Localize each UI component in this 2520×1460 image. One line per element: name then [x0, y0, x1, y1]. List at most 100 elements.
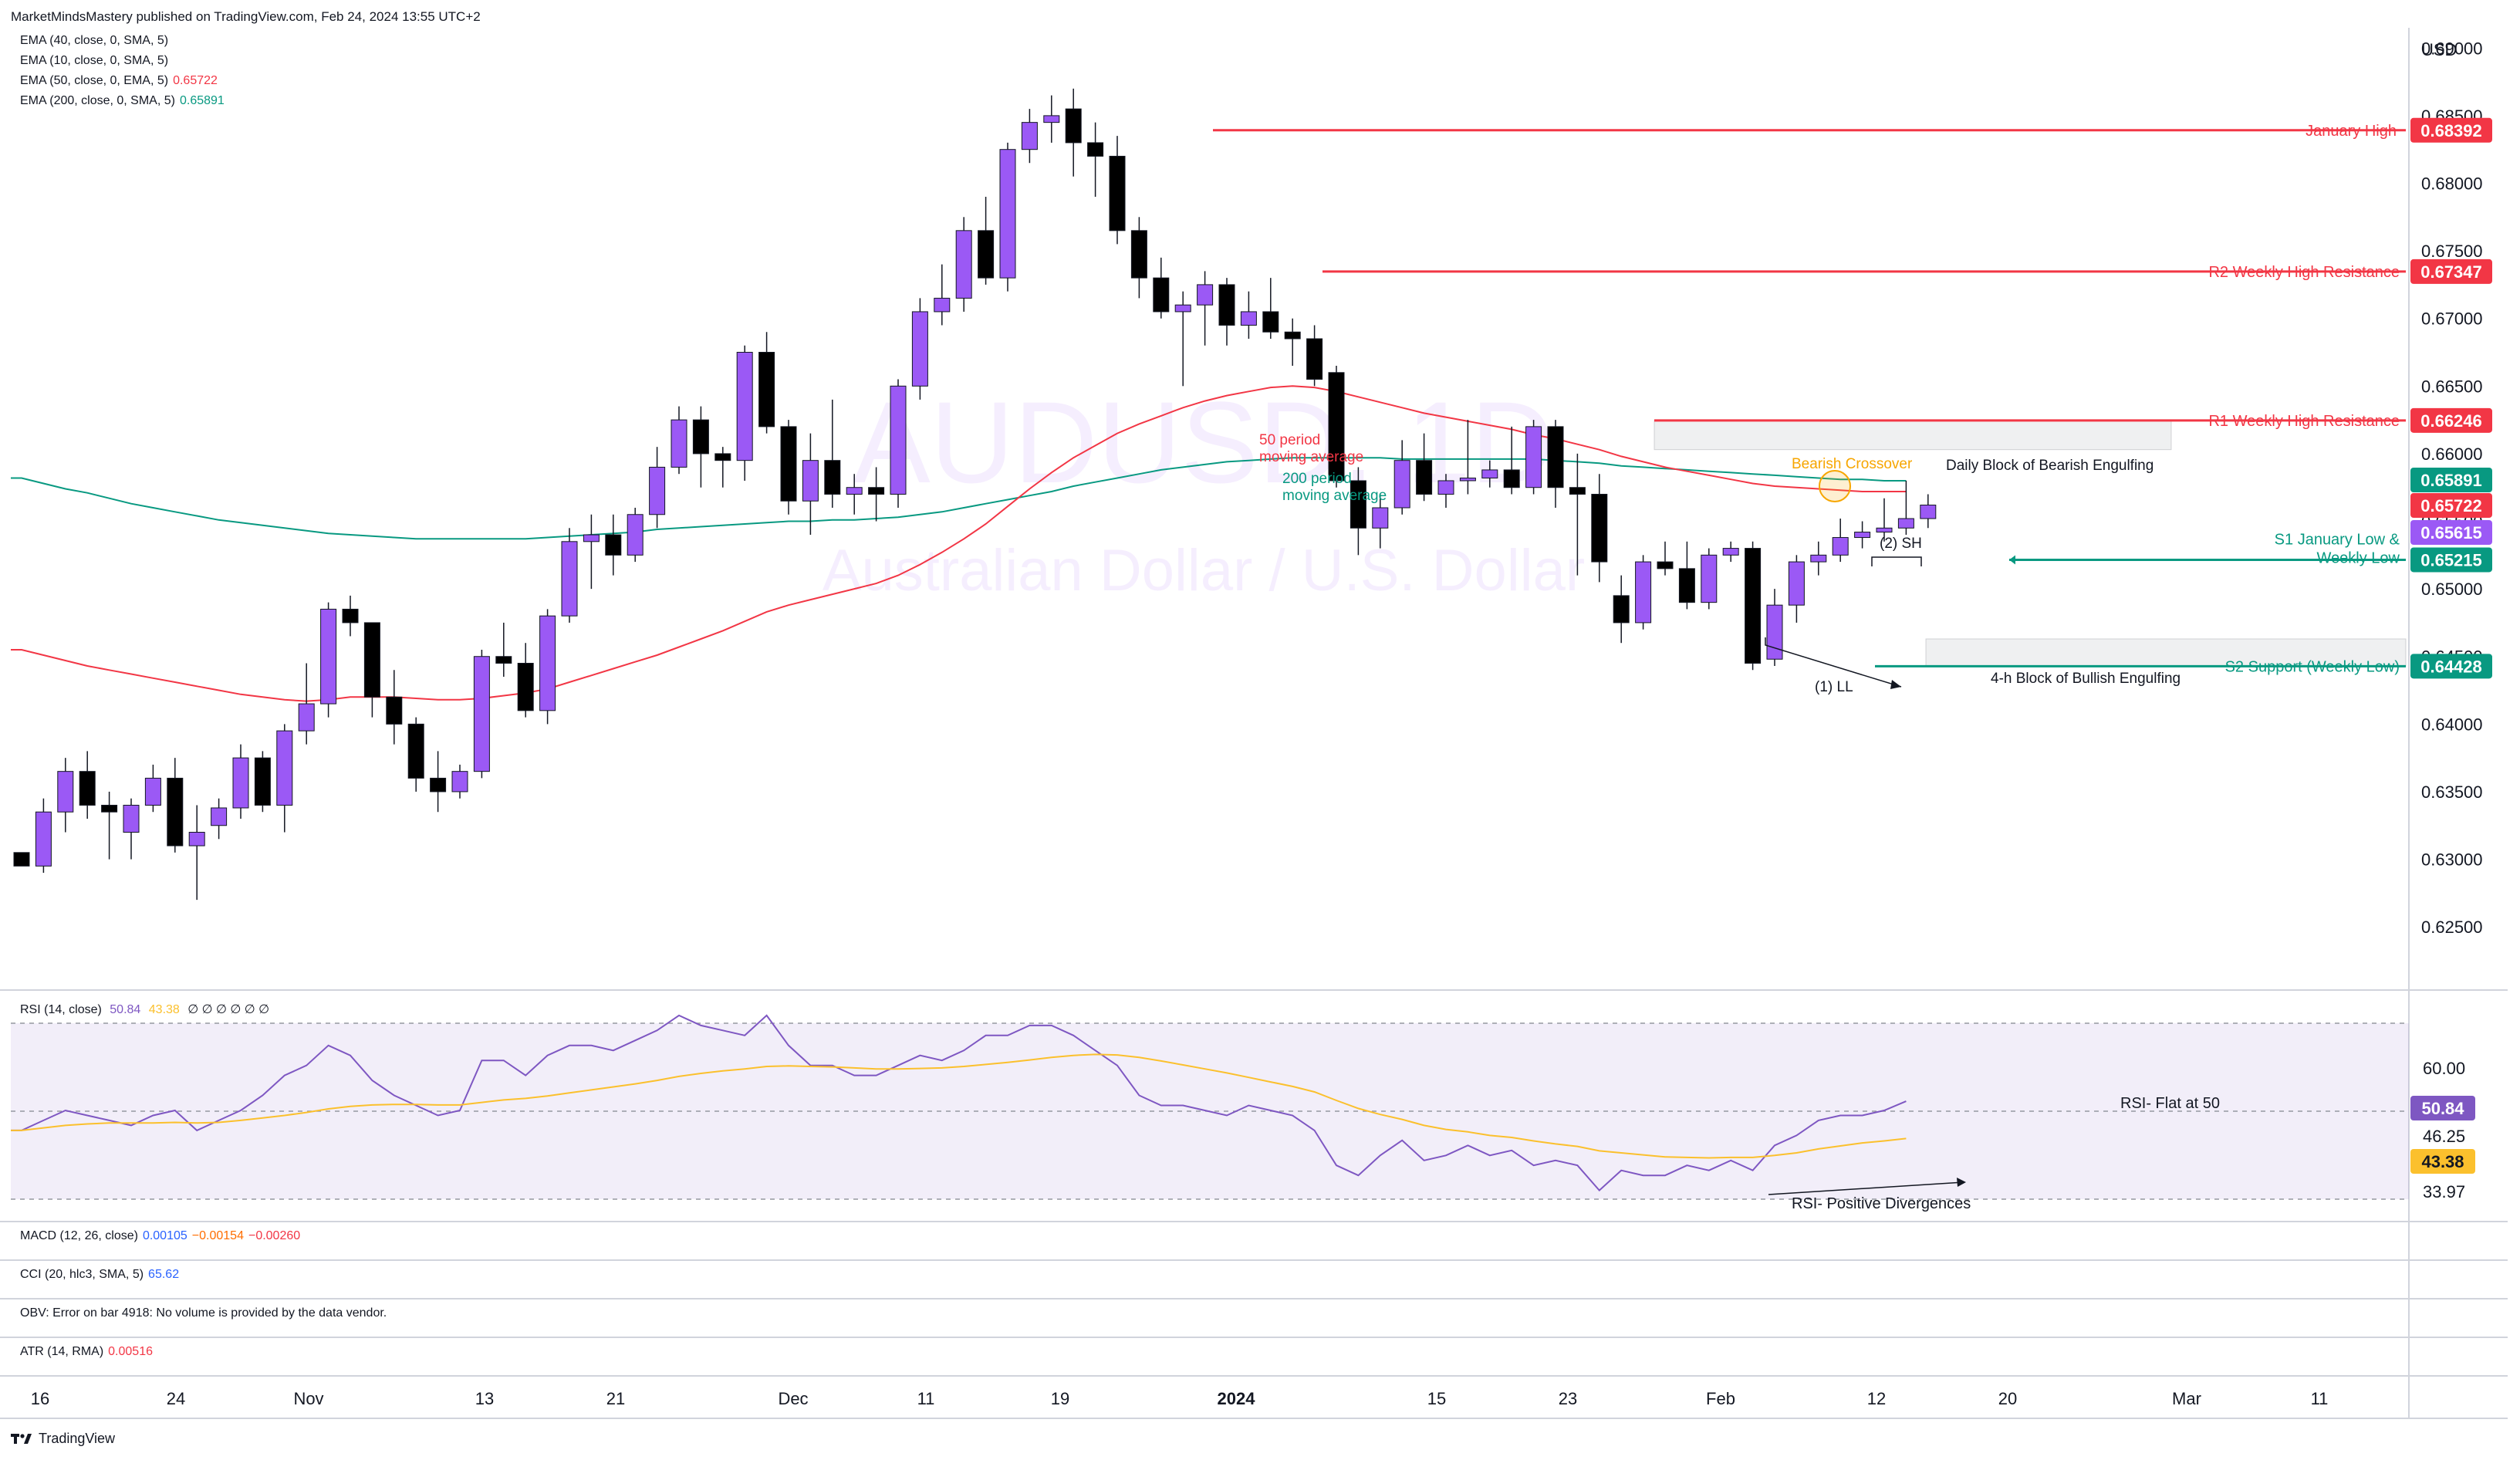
candle[interactable]	[1854, 521, 1871, 549]
candle[interactable]	[1525, 420, 1542, 495]
candle[interactable]	[1416, 433, 1433, 502]
candle[interactable]	[123, 798, 140, 860]
candle[interactable]	[1657, 541, 1674, 576]
indicator-legend-row[interactable]: EMA (50, close, 0, EMA, 5) 0.65722	[20, 74, 218, 88]
candle[interactable]	[101, 791, 118, 860]
candle[interactable]	[451, 764, 468, 799]
tradingview-footer[interactable]: TradingView	[11, 1431, 115, 1447]
candle[interactable]	[144, 764, 161, 813]
candle[interactable]	[802, 433, 819, 536]
candle[interactable]	[407, 717, 424, 792]
candle[interactable]	[978, 197, 995, 285]
candle[interactable]	[35, 798, 52, 874]
candle[interactable]	[1043, 95, 1060, 143]
candle[interactable]	[1481, 460, 1498, 488]
candle[interactable]	[1437, 474, 1454, 508]
candle[interactable]	[1745, 541, 1762, 671]
candle[interactable]	[868, 467, 885, 522]
candle[interactable]	[846, 474, 863, 515]
candle[interactable]	[1547, 420, 1564, 508]
candle[interactable]	[1678, 541, 1695, 610]
indicator-pane-label[interactable]: CCI (20, hlc3, SMA, 5) 65.62	[20, 1268, 179, 1282]
candle[interactable]	[363, 622, 380, 718]
candle[interactable]	[1591, 474, 1608, 583]
indicator-pane-label[interactable]: OBV: Error on bar 4918: No volume is pro…	[20, 1306, 387, 1320]
candle[interactable]	[1635, 555, 1652, 630]
candle[interactable]	[1569, 453, 1586, 576]
candle[interactable]	[1130, 217, 1147, 299]
candle[interactable]	[1920, 494, 1937, 529]
candle[interactable]	[276, 724, 293, 833]
candle[interactable]	[1372, 494, 1389, 549]
level-support[interactable]: S2 Support (Weekly Low) 0.64428	[1875, 654, 2492, 679]
candle[interactable]	[671, 406, 687, 475]
candle[interactable]	[999, 142, 1016, 292]
level-support[interactable]: S1 January Low &Weekly Low 0.65215	[2009, 531, 2492, 573]
candle[interactable]	[1503, 426, 1520, 495]
candle[interactable]	[758, 332, 775, 434]
candle[interactable]	[583, 514, 600, 590]
candle[interactable]	[1832, 519, 1849, 563]
candle[interactable]	[955, 217, 972, 312]
candle[interactable]	[1810, 541, 1827, 576]
candle[interactable]	[1218, 278, 1235, 346]
candle[interactable]	[627, 508, 644, 563]
indicator-pane-label[interactable]: ATR (14, RMA) 0.00516	[20, 1345, 153, 1359]
candle[interactable]	[1788, 555, 1805, 623]
candle[interactable]	[1350, 467, 1366, 556]
candle[interactable]	[649, 447, 666, 529]
candle[interactable]	[1897, 480, 1914, 536]
candle[interactable]	[911, 298, 928, 400]
level-resistance[interactable]: January High 0.68392	[1213, 117, 2492, 143]
indicator-legend-row[interactable]: EMA (200, close, 0, SMA, 5) 0.65891	[20, 94, 225, 108]
candle[interactable]	[254, 751, 271, 813]
candle[interactable]	[386, 670, 403, 745]
candle[interactable]	[13, 852, 30, 880]
candle[interactable]	[692, 406, 709, 488]
candle[interactable]	[780, 420, 797, 515]
candle[interactable]	[714, 447, 731, 488]
candle[interactable]	[1306, 325, 1323, 387]
candle[interactable]	[1087, 122, 1104, 198]
candle[interactable]	[1613, 575, 1630, 644]
candle[interactable]	[1328, 366, 1345, 488]
candle[interactable]	[473, 649, 490, 779]
candle[interactable]	[1174, 291, 1191, 387]
candle[interactable]	[1701, 548, 1718, 610]
level-resistance[interactable]: R2 Weekly High Resistance 0.67347	[1322, 259, 2492, 284]
candle[interactable]	[1459, 420, 1476, 495]
candle[interactable]	[495, 622, 512, 678]
candle[interactable]	[934, 264, 951, 326]
candle[interactable]	[605, 514, 622, 576]
indicator-legend-row[interactable]: EMA (10, close, 0, SMA, 5)	[20, 54, 168, 68]
candle[interactable]	[890, 379, 907, 508]
candle[interactable]	[1766, 589, 1783, 666]
candle[interactable]	[342, 595, 359, 637]
indicator-pane-label[interactable]: MACD (12, 26, close) 0.00105 −0.00154 −0.00…	[20, 1229, 300, 1243]
candle[interactable]	[1393, 440, 1410, 515]
candle[interactable]	[1197, 271, 1214, 346]
candle[interactable]	[211, 798, 228, 840]
candle[interactable]	[298, 663, 315, 745]
candle[interactable]	[79, 751, 96, 819]
candle[interactable]	[736, 345, 753, 481]
candle[interactable]	[232, 744, 249, 819]
candle[interactable]	[1240, 291, 1257, 339]
candle[interactable]	[824, 399, 841, 508]
candle[interactable]	[561, 528, 578, 623]
candle[interactable]	[430, 751, 447, 813]
candle[interactable]	[1876, 498, 1893, 542]
candle[interactable]	[57, 758, 74, 833]
candle[interactable]	[188, 805, 205, 901]
level-resistance[interactable]: R1 Weekly High Resistance 0.66246	[1654, 407, 2492, 433]
candle[interactable]	[1262, 278, 1279, 339]
candle[interactable]	[517, 643, 534, 718]
indicator-legend-row[interactable]: EMA (40, close, 0, SMA, 5)	[20, 34, 168, 48]
candle[interactable]	[1109, 136, 1126, 245]
candle[interactable]	[167, 758, 184, 853]
candle[interactable]	[1153, 257, 1170, 319]
candle[interactable]	[1021, 109, 1038, 164]
candle[interactable]	[1065, 88, 1082, 177]
candle[interactable]	[320, 602, 337, 718]
